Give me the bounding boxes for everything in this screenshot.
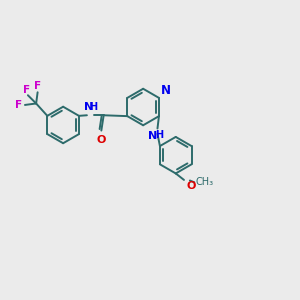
Text: H: H (155, 130, 163, 140)
Text: O: O (96, 135, 105, 145)
Text: F: F (16, 100, 22, 110)
Text: F: F (34, 81, 41, 91)
Text: CH₃: CH₃ (196, 177, 214, 187)
Text: O: O (186, 182, 195, 191)
Text: N: N (84, 102, 93, 112)
Text: N: N (148, 131, 157, 141)
Text: N: N (161, 84, 171, 97)
Text: H: H (89, 102, 98, 112)
Text: F: F (22, 85, 30, 94)
